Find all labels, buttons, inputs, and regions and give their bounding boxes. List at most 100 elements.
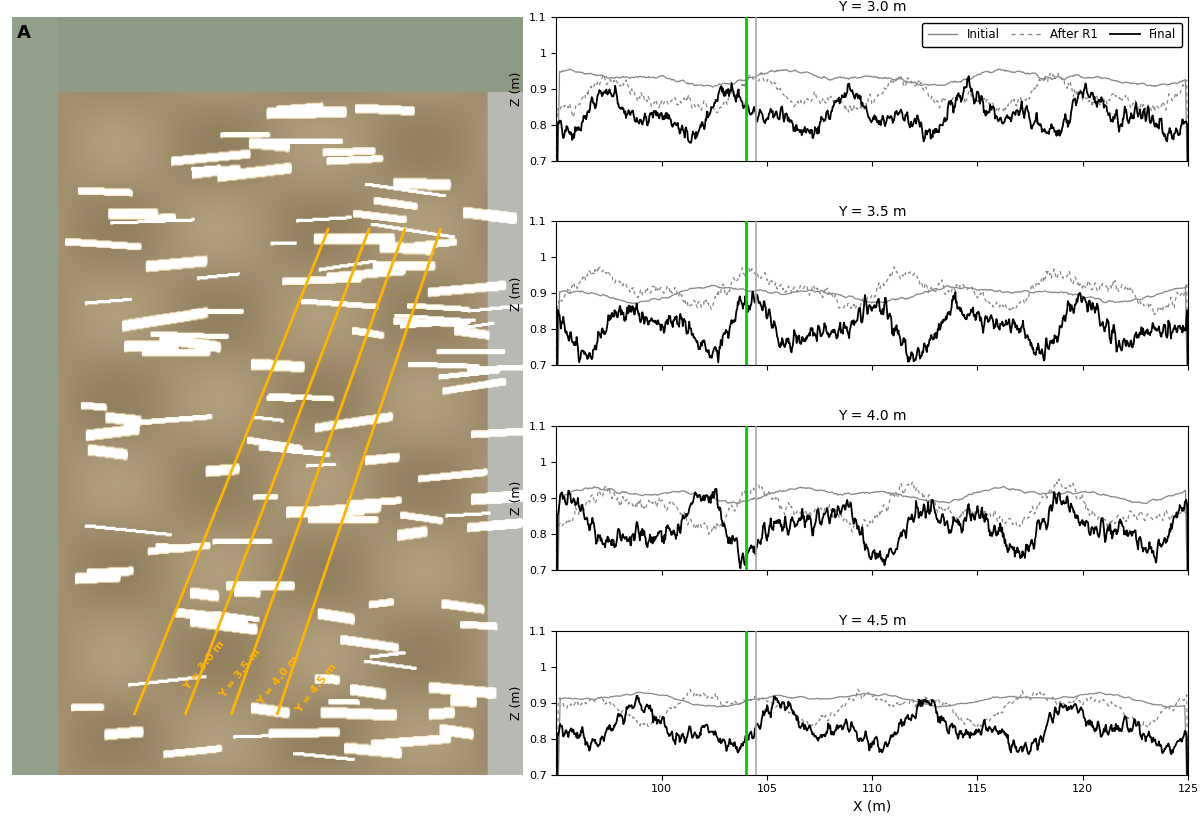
After R1 — [550, 424, 564, 434]
Initial — [1181, 415, 1195, 425]
Final — [1043, 708, 1057, 718]
After R1 — [1181, 625, 1195, 635]
Final — [805, 531, 820, 541]
Line: After R1: After R1 — [557, 479, 1188, 646]
Initial — [1054, 73, 1068, 83]
After R1 — [1181, 799, 1195, 809]
After R1 — [827, 508, 841, 518]
Text: Y = 4.0 m: Y = 4.0 m — [256, 654, 301, 707]
Initial — [984, 693, 998, 703]
After R1 — [983, 509, 997, 519]
After R1 — [550, 641, 564, 651]
Final — [1043, 502, 1057, 512]
Title: Y = 4.5 m: Y = 4.5 m — [838, 614, 906, 628]
Y-axis label: Z (m): Z (m) — [510, 277, 523, 311]
Text: Y = 3.5 m: Y = 3.5 m — [218, 646, 263, 700]
Final — [828, 328, 842, 338]
Initial — [991, 64, 1006, 74]
After R1 — [1054, 696, 1068, 706]
Initial — [1043, 72, 1057, 82]
Final — [805, 730, 820, 740]
Initial — [550, 655, 564, 665]
After R1 — [984, 299, 998, 309]
Initial — [984, 285, 998, 295]
Initial — [805, 694, 820, 704]
After R1 — [683, 684, 697, 694]
Initial — [805, 69, 820, 79]
Initial — [827, 73, 841, 83]
Initial — [1181, 617, 1195, 627]
Final — [550, 265, 564, 275]
Final — [1181, 193, 1195, 203]
Line: Final: Final — [557, 292, 1188, 462]
After R1 — [1054, 269, 1068, 279]
After R1 — [613, 708, 628, 718]
Line: After R1: After R1 — [557, 689, 1188, 833]
Final — [984, 311, 998, 321]
Final — [1043, 341, 1057, 351]
Final — [1181, 583, 1195, 593]
Y-axis label: Z (m): Z (m) — [510, 686, 523, 720]
Final — [984, 102, 998, 112]
Final — [1054, 496, 1068, 506]
After R1 — [828, 98, 842, 108]
Final — [828, 512, 842, 522]
Final — [709, 484, 724, 494]
Final — [1054, 699, 1068, 709]
Final — [961, 72, 976, 82]
After R1 — [984, 99, 998, 109]
After R1 — [1181, 413, 1195, 423]
Final — [550, 457, 564, 467]
Final — [984, 724, 998, 734]
Initial — [827, 489, 841, 499]
After R1 — [805, 284, 820, 294]
After R1 — [827, 292, 841, 302]
After R1 — [984, 714, 998, 724]
Initial — [1043, 287, 1057, 297]
Final — [550, 664, 564, 674]
After R1 — [1054, 73, 1068, 83]
Initial — [1043, 693, 1057, 703]
After R1 — [754, 68, 768, 78]
Initial — [1054, 489, 1068, 499]
Final — [827, 96, 841, 106]
After R1 — [887, 262, 901, 272]
Initial — [613, 73, 628, 83]
Legend: Initial, After R1, Final: Initial, After R1, Final — [922, 22, 1182, 47]
Title: Y = 3.5 m: Y = 3.5 m — [838, 205, 906, 219]
Final — [613, 310, 628, 320]
After R1 — [1043, 72, 1057, 82]
Initial — [613, 295, 628, 305]
Initial — [1054, 692, 1068, 702]
Initial — [1054, 287, 1068, 297]
After R1 — [828, 709, 842, 719]
Title: Y = 3.0 m: Y = 3.0 m — [838, 0, 906, 14]
Initial — [613, 487, 628, 497]
Line: Initial: Initial — [557, 69, 1188, 242]
After R1 — [1043, 270, 1057, 280]
Final — [805, 125, 820, 135]
Title: Y = 4.0 m: Y = 4.0 m — [838, 409, 906, 423]
Text: B: B — [493, 0, 506, 3]
After R1 — [805, 94, 820, 104]
Final — [1181, 378, 1195, 388]
Initial — [550, 450, 564, 460]
Final — [613, 104, 628, 114]
Line: After R1: After R1 — [557, 267, 1188, 429]
Final — [630, 691, 644, 701]
Line: Initial: Initial — [557, 285, 1188, 455]
Line: Final: Final — [557, 489, 1188, 669]
Final — [613, 534, 628, 544]
Initial — [828, 693, 842, 703]
Initial — [996, 481, 1010, 491]
Initial — [631, 687, 646, 697]
Initial — [613, 691, 628, 701]
Initial — [1043, 487, 1057, 497]
Final — [1054, 322, 1068, 332]
Text: A: A — [17, 24, 31, 42]
After R1 — [550, 224, 564, 234]
After R1 — [613, 277, 628, 287]
Line: Initial: Initial — [557, 486, 1188, 660]
Initial — [805, 483, 820, 493]
Final — [984, 530, 998, 540]
